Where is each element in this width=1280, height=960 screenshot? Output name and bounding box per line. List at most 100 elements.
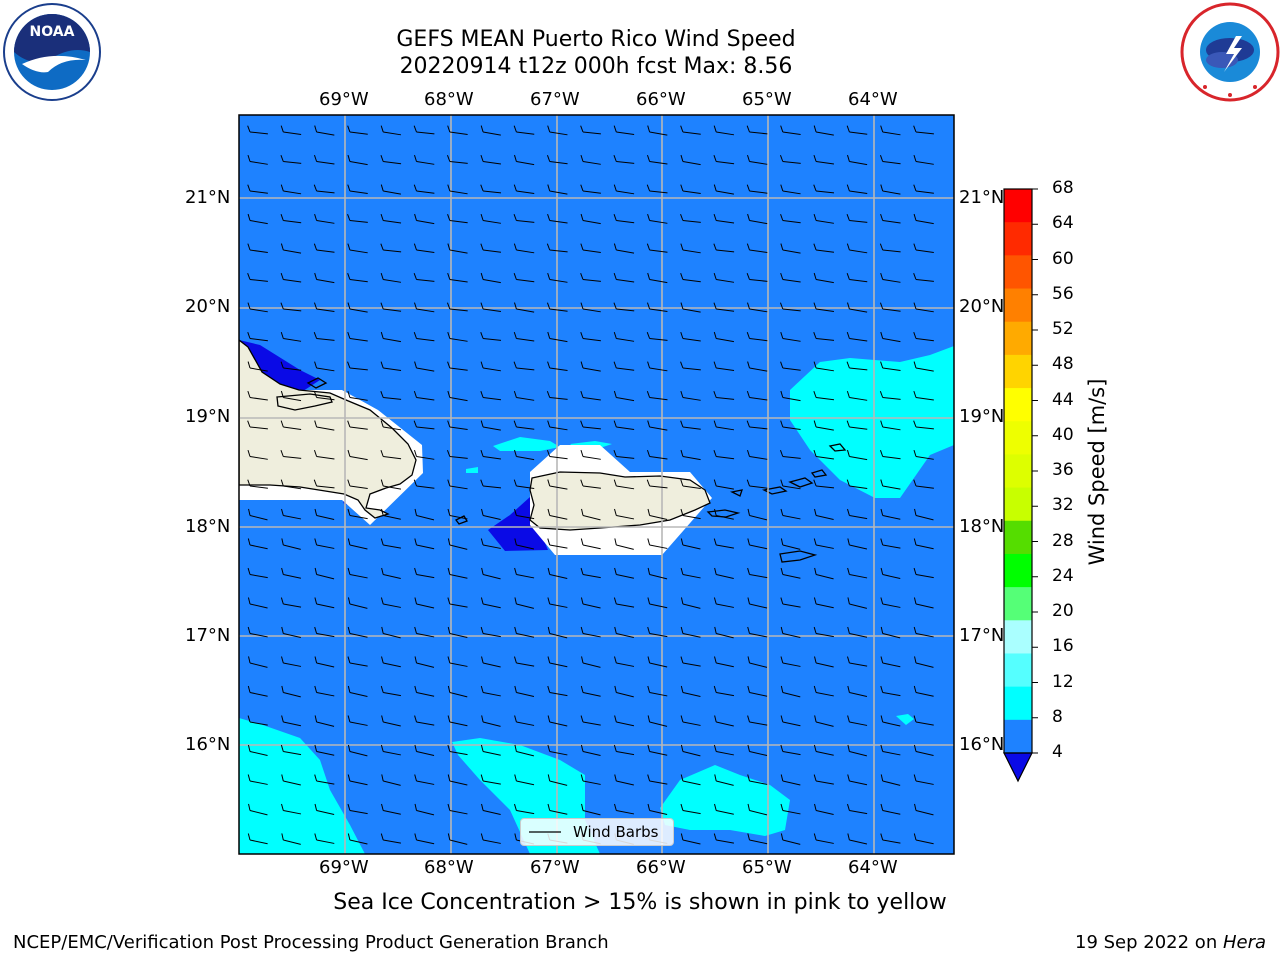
wind-barb [447,567,468,579]
wind-barb [513,273,535,283]
wind-barb [414,508,435,521]
colorbar-segment [1004,487,1032,522]
wind-barb [614,774,634,786]
wind-barb [813,361,834,372]
wind-barb [547,567,568,580]
wind-barb [680,774,701,786]
wind-barb [880,184,901,195]
wind-barb [413,125,435,135]
lat-label-right: 18°N [959,516,1005,537]
wind-barb [447,420,468,431]
lat-label-right: 21°N [959,187,1005,208]
wind-barb [581,803,601,816]
wind-barb [614,685,634,698]
wind-barb [314,213,335,224]
wind-barb [580,538,601,550]
wind-barb [580,390,601,401]
wind-barb [314,744,335,756]
wind-barb [547,479,568,490]
wind-barb [913,125,934,135]
wind-barb [547,361,568,372]
wind-barb [913,273,934,282]
colorbar-segment [1004,686,1032,721]
colorbar-tick-label: 44 [1052,389,1074,410]
wind-barb [846,331,868,342]
island-outline [730,489,743,497]
wind-barb [913,449,934,460]
wind-barb [447,538,468,550]
colorbar-tick-label: 36 [1052,460,1074,480]
wind-barb [247,243,268,254]
wind-barb [613,420,635,431]
wind-barb [247,361,268,372]
wind-barb [780,125,801,136]
wind-barb [680,125,701,135]
wind-barb [913,538,934,550]
wind-barb [481,715,501,727]
wind-barb [413,154,435,165]
wind-barb [647,361,668,372]
wind-barb [713,331,735,343]
wind-barb [680,597,701,609]
wind-barb [814,715,834,727]
wind-barb [913,597,934,609]
wind-barb [880,626,901,639]
wind-barb [813,744,834,756]
wind-barb [913,626,934,638]
wind-barb [347,597,368,609]
wind-barb [447,331,468,342]
wind-barb [614,626,634,639]
wind-barb [714,774,734,786]
wind-barb [847,567,868,579]
wind-barb [913,479,934,489]
wind-barb [713,450,735,460]
wind-barb [380,361,402,372]
wind-barb [280,272,302,283]
wind-barb [580,154,601,165]
wind-contour-8-12 [466,467,478,473]
wind-contour-8-12 [493,437,560,451]
wind-barb [580,184,601,194]
wind-barb [546,391,568,400]
wind-barb [880,567,901,580]
wind-barb [880,833,901,844]
wind-barb [780,479,801,490]
wind-barb [413,184,435,194]
colorbar-tick-label: 24 [1052,565,1074,586]
wind-barb [247,184,268,194]
wind-barb [814,508,834,521]
wind-barb [879,450,901,460]
colorbar-frame [1003,188,1033,754]
wind-barb [713,272,735,283]
wind-barb [580,774,601,785]
lat-label-right: 17°N [959,625,1005,646]
colorbar-tick-label: 68 [1052,178,1074,198]
wind-barb [714,508,734,520]
wind-barb [680,479,701,490]
lon-label-top: 67°W [530,89,580,110]
lon-label-top: 64°W [848,89,898,110]
wind-barb [381,626,401,639]
wind-barb [847,597,867,609]
wind-barb [880,213,901,224]
wind-barb [247,597,268,609]
wind-barb [414,685,435,697]
lat-label-left: 16°N [185,734,231,755]
wind-barb [347,390,368,401]
wind-barb [780,803,801,815]
wind-barb [813,685,834,697]
wind-barb [480,774,501,785]
colorbar-segment [1004,520,1032,555]
footer-branch: NCEP/EMC/Verification Post Processing Pr… [13,932,609,953]
wind-barb [513,184,535,195]
wind-barb [247,332,268,342]
colorbar-tick-label: 40 [1052,424,1074,445]
wind-barb [413,243,435,254]
wind-barb [447,597,468,608]
wind-barb [513,390,535,401]
wind-barb [446,155,468,164]
wind-barb [813,302,834,313]
wind-barb [480,361,501,372]
wind-barb [614,538,634,550]
colorbar-segment [1004,620,1032,654]
